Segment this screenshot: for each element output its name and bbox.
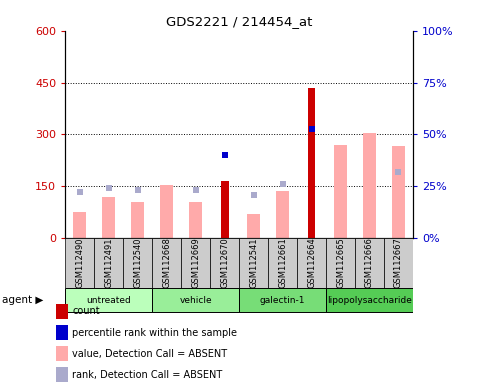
Text: lipopolysaccharide: lipopolysaccharide xyxy=(327,296,412,305)
Text: rank, Detection Call = ABSENT: rank, Detection Call = ABSENT xyxy=(72,370,223,380)
Bar xyxy=(221,181,228,238)
Bar xyxy=(384,238,413,288)
Bar xyxy=(363,132,376,238)
Bar xyxy=(247,214,260,238)
Bar xyxy=(239,238,268,288)
Bar xyxy=(160,184,173,238)
Text: GSM112666: GSM112666 xyxy=(365,238,374,288)
Text: GSM112665: GSM112665 xyxy=(336,238,345,288)
Bar xyxy=(65,238,94,288)
Bar xyxy=(355,238,384,288)
Text: galectin-1: galectin-1 xyxy=(260,296,305,305)
Text: agent ▶: agent ▶ xyxy=(2,295,44,306)
Text: GSM112490: GSM112490 xyxy=(75,238,84,288)
Text: GSM112668: GSM112668 xyxy=(162,238,171,288)
Title: GDS2221 / 214454_at: GDS2221 / 214454_at xyxy=(166,15,313,28)
Bar xyxy=(308,88,315,238)
Text: GSM112661: GSM112661 xyxy=(278,238,287,288)
Text: GSM112491: GSM112491 xyxy=(104,238,113,288)
Text: vehicle: vehicle xyxy=(179,296,212,305)
Bar xyxy=(297,238,326,288)
Bar xyxy=(239,288,326,313)
Text: percentile rank within the sample: percentile rank within the sample xyxy=(72,328,238,338)
Text: GSM112664: GSM112664 xyxy=(307,238,316,288)
Bar xyxy=(131,202,144,238)
Text: untreated: untreated xyxy=(86,296,131,305)
Bar xyxy=(102,197,115,238)
Text: GSM112667: GSM112667 xyxy=(394,238,403,288)
Bar xyxy=(268,238,297,288)
Bar xyxy=(181,238,210,288)
Bar xyxy=(152,288,239,313)
Bar xyxy=(334,145,347,238)
Bar xyxy=(152,238,181,288)
Bar xyxy=(392,146,405,238)
Bar xyxy=(210,238,239,288)
Bar xyxy=(326,238,355,288)
Bar xyxy=(94,238,123,288)
Bar xyxy=(189,202,202,238)
Text: GSM112540: GSM112540 xyxy=(133,238,142,288)
Bar xyxy=(65,288,152,313)
Text: count: count xyxy=(72,306,100,316)
Text: GSM112669: GSM112669 xyxy=(191,238,200,288)
Bar xyxy=(123,238,152,288)
Text: GSM112670: GSM112670 xyxy=(220,238,229,288)
Text: GSM112541: GSM112541 xyxy=(249,238,258,288)
Bar xyxy=(276,191,289,238)
Text: value, Detection Call = ABSENT: value, Detection Call = ABSENT xyxy=(72,349,227,359)
Bar xyxy=(326,288,413,313)
Bar xyxy=(73,212,86,238)
